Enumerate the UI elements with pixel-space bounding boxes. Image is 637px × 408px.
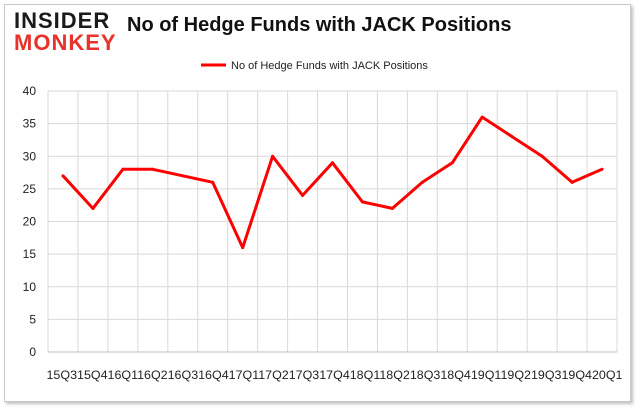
data-point-2 — [121, 167, 125, 171]
data-point-7 — [271, 154, 275, 158]
data-point-6 — [241, 246, 245, 250]
data-point-10 — [360, 200, 364, 204]
data-point-4 — [181, 174, 185, 178]
logo-line-1: INSIDER — [14, 8, 111, 33]
data-point-1 — [91, 206, 95, 210]
x-axis-tick-labels: 15Q315Q416Q116Q216Q316Q417Q117Q217Q317Q4… — [47, 368, 623, 382]
data-point-14 — [480, 115, 484, 119]
y-tick-label-25: 25 — [23, 182, 37, 196]
data-point-3 — [151, 167, 155, 171]
data-point-0 — [61, 174, 65, 178]
series-line — [61, 115, 603, 250]
data-point-18 — [600, 167, 604, 171]
data-point-15 — [510, 135, 514, 139]
y-tick-label-40: 40 — [23, 84, 37, 98]
data-point-16 — [540, 154, 544, 158]
data-point-13 — [450, 161, 454, 165]
data-point-5 — [211, 180, 215, 184]
y-tick-label-0: 0 — [29, 345, 36, 359]
logo-line-2: MONKEY — [14, 30, 117, 55]
y-tick-label-10: 10 — [23, 280, 37, 294]
data-point-11 — [390, 206, 394, 210]
y-tick-label-5: 5 — [29, 312, 36, 326]
data-point-12 — [420, 180, 424, 184]
y-tick-label-15: 15 — [23, 247, 37, 261]
insider-monkey-logo: INSIDER MONKEY — [14, 6, 118, 54]
y-tick-label-30: 30 — [23, 149, 37, 163]
y-tick-label-35: 35 — [23, 117, 37, 131]
y-tick-label-20: 20 — [23, 215, 37, 229]
chart-title: No of Hedge Funds with JACK Positions — [127, 14, 512, 36]
data-point-8 — [301, 193, 305, 197]
data-point-17 — [570, 180, 574, 184]
legend-label: No of Hedge Funds with JACK Positions — [231, 60, 428, 72]
data-point-9 — [331, 161, 334, 165]
